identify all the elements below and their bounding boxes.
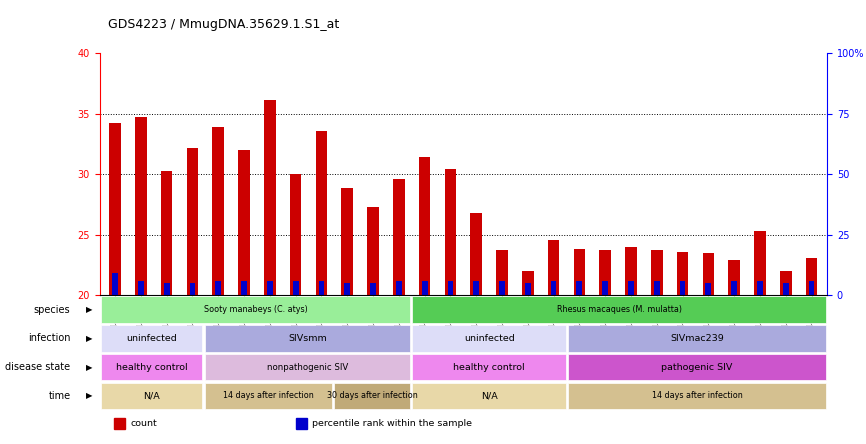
Text: healthy control: healthy control — [116, 363, 187, 372]
Bar — [444, 170, 456, 295]
Text: Rhesus macaques (M. mulatta): Rhesus macaques (M. mulatta) — [557, 305, 682, 314]
Text: healthy control: healthy control — [454, 363, 525, 372]
Bar — [702, 253, 714, 295]
Bar — [419, 157, 430, 295]
Bar — [731, 281, 737, 295]
Bar — [264, 100, 275, 295]
Bar — [496, 250, 507, 295]
Bar — [113, 274, 118, 295]
Bar — [577, 281, 582, 295]
Bar — [548, 240, 559, 295]
Bar — [625, 247, 637, 295]
Bar — [448, 281, 453, 295]
Text: species: species — [34, 305, 70, 314]
Bar — [315, 131, 327, 295]
Text: ▶: ▶ — [86, 334, 93, 343]
Text: pathogenic SIV: pathogenic SIV — [662, 363, 733, 372]
Bar — [161, 170, 172, 295]
Bar — [780, 271, 792, 295]
Bar — [728, 260, 740, 295]
Bar — [367, 207, 378, 295]
Bar — [241, 281, 247, 295]
Bar — [525, 283, 531, 295]
Bar — [204, 354, 410, 380]
Bar — [805, 258, 818, 295]
Bar — [290, 174, 301, 295]
Bar — [412, 354, 566, 380]
Bar — [334, 383, 410, 409]
Bar — [216, 281, 221, 295]
Bar — [296, 418, 307, 429]
Text: GDS4223 / MmugDNA.35629.1.S1_at: GDS4223 / MmugDNA.35629.1.S1_at — [108, 18, 339, 31]
Text: 30 days after infection: 30 days after infection — [327, 391, 417, 400]
Bar — [135, 117, 146, 295]
Bar — [676, 252, 688, 295]
Bar — [706, 283, 711, 295]
Bar — [345, 283, 350, 295]
Bar — [238, 150, 250, 295]
Text: uninfected: uninfected — [126, 334, 177, 343]
Bar — [551, 281, 557, 295]
Text: 14 days after infection: 14 days after infection — [223, 391, 313, 400]
Bar — [341, 187, 353, 295]
Bar — [212, 127, 224, 295]
Text: SIVmac239: SIVmac239 — [670, 334, 724, 343]
Text: infection: infection — [28, 333, 70, 343]
Bar — [370, 283, 376, 295]
Text: 14 days after infection: 14 days after infection — [652, 391, 742, 400]
Bar — [628, 281, 634, 295]
Bar — [470, 213, 482, 295]
Bar — [164, 283, 170, 295]
Bar — [396, 281, 402, 295]
Text: percentile rank within the sample: percentile rank within the sample — [312, 419, 472, 428]
Bar — [522, 271, 533, 295]
Bar — [568, 325, 826, 352]
Text: N/A: N/A — [481, 391, 498, 400]
Bar — [114, 418, 125, 429]
Bar — [809, 281, 814, 295]
Text: uninfected: uninfected — [464, 334, 514, 343]
Bar — [680, 281, 686, 295]
Bar — [422, 281, 428, 295]
Bar — [109, 123, 121, 295]
Bar — [100, 383, 203, 409]
Bar — [602, 281, 608, 295]
Bar — [573, 249, 585, 295]
Text: disease state: disease state — [5, 362, 70, 372]
Bar — [783, 283, 789, 295]
Bar — [138, 281, 144, 295]
Bar — [412, 383, 566, 409]
Bar — [754, 231, 766, 295]
Text: Sooty manabeys (C. atys): Sooty manabeys (C. atys) — [204, 305, 307, 314]
Bar — [499, 281, 505, 295]
Bar — [599, 250, 611, 295]
Text: SIVsmm: SIVsmm — [288, 334, 326, 343]
Bar — [319, 281, 325, 295]
Text: ▶: ▶ — [86, 363, 93, 372]
Text: time: time — [48, 391, 70, 401]
Text: nonpathogenic SIV: nonpathogenic SIV — [267, 363, 348, 372]
Bar — [568, 383, 826, 409]
Bar — [267, 281, 273, 295]
Bar — [412, 325, 566, 352]
Bar — [293, 281, 299, 295]
Bar — [100, 296, 410, 323]
Bar — [568, 354, 826, 380]
Bar — [412, 296, 826, 323]
Text: ▶: ▶ — [86, 391, 93, 400]
Bar — [187, 148, 198, 295]
Text: N/A: N/A — [143, 391, 160, 400]
Bar — [654, 281, 660, 295]
Bar — [204, 383, 333, 409]
Bar — [757, 281, 763, 295]
Bar — [100, 354, 203, 380]
Text: ▶: ▶ — [86, 305, 93, 314]
Text: count: count — [130, 419, 157, 428]
Bar — [190, 283, 196, 295]
Bar — [393, 179, 404, 295]
Bar — [651, 250, 662, 295]
Bar — [204, 325, 410, 352]
Bar — [100, 325, 203, 352]
Bar — [474, 281, 479, 295]
